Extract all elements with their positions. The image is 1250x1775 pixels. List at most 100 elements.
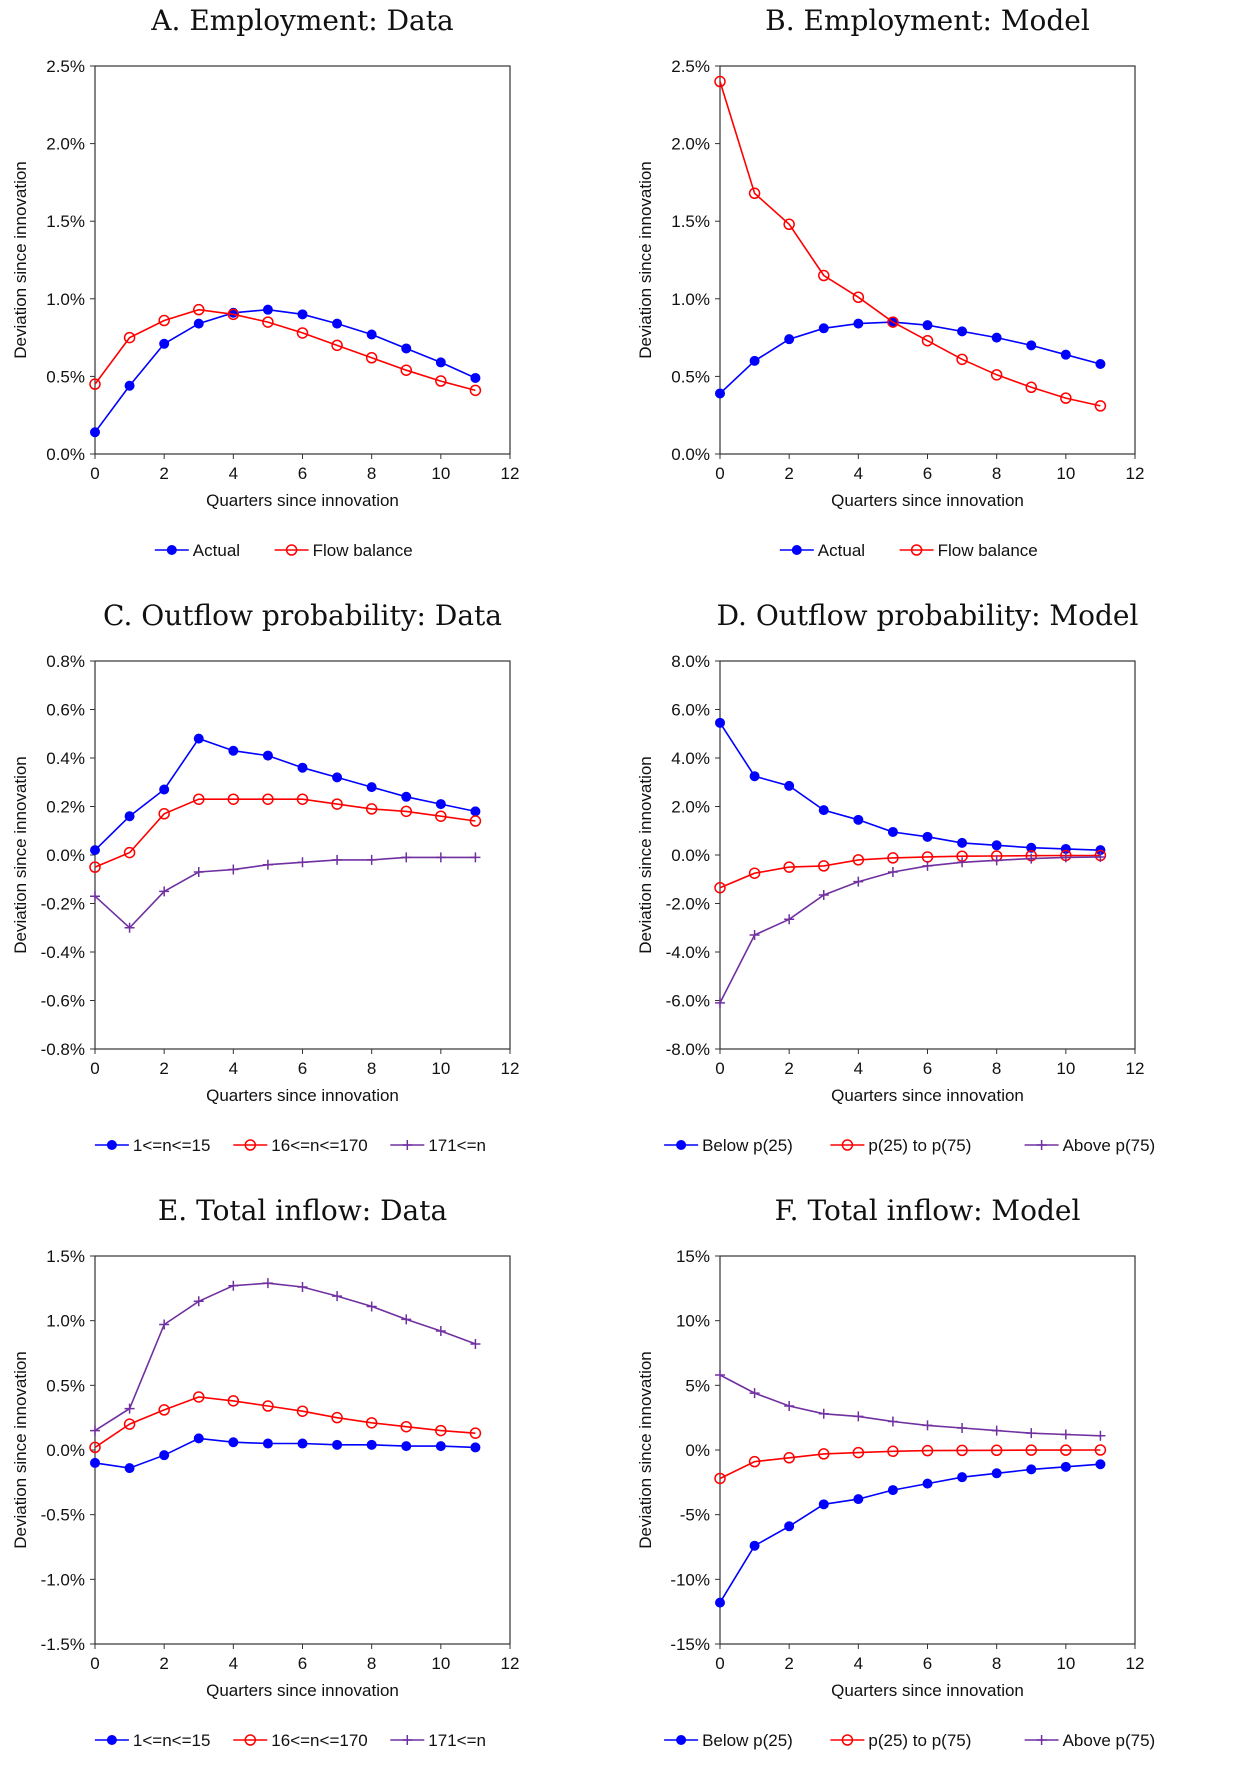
chart-b-series-1-point (784, 334, 795, 345)
chart-d-ytick-label: -4.0% (666, 943, 710, 962)
chart-c-ytick-label: 0.4% (46, 749, 85, 768)
chart-a-xtick-label: 2 (159, 464, 168, 483)
chart-a-legend-label: Flow balance (313, 541, 413, 560)
chart-a: A. Employment: Data 0.0% 0.5% 1.0% 1.5% 2.0% 2… (11, 4, 519, 560)
chart-f-series-2 (714, 1444, 1107, 1485)
chart-e-series-3-point (366, 1301, 377, 1312)
chart-c-title: C. Outflow probability: Data (103, 599, 502, 632)
chart-d-series-1-point (749, 771, 760, 782)
chart-b-plot-frame (719, 65, 1136, 455)
chart-f-title: F. Total inflow: Model (775, 1194, 1081, 1227)
chart-b-series-2-point (1060, 392, 1072, 404)
chart-d-series-1-point (922, 831, 933, 842)
chart-a-series-2-point (158, 314, 170, 327)
panel-d: D. Outflow probability: Model -8.0% -6.0% -… (625, 595, 1250, 1180)
chart-b-series-2-point (887, 316, 899, 328)
chart-b-series-2-point (990, 369, 1003, 381)
chart-d-xtick-label: 6 (923, 1059, 932, 1078)
chart-e-xtick-label: 4 (229, 1654, 238, 1673)
chart-f-xtick-label: 6 (923, 1654, 932, 1673)
chart-e-series-3-point (159, 1319, 170, 1330)
chart-f-series-2-point (887, 1445, 899, 1458)
chart-b-xtick-label: 2 (784, 464, 793, 483)
chart-b-series-1-point (957, 326, 968, 337)
chart-d-series-1-point (991, 840, 1002, 851)
chart-f-series-1 (715, 1459, 1106, 1608)
chart-f-legend: Below p(25) p(25) to p(75) Above p(75) (664, 1731, 1155, 1750)
chart-e-legend-label: 16<=n<=170 (271, 1731, 367, 1750)
chart-f-ytick-label: 5% (685, 1376, 710, 1395)
chart-d-xtick-label: 4 (854, 1059, 863, 1078)
chart-d-legend-label: p(25) to p(75) (868, 1136, 971, 1155)
chart-b-ytick-label: 1.5% (671, 212, 710, 231)
chart-c-series-1-point (228, 745, 239, 756)
chart-e-series-3-point (470, 1338, 481, 1349)
chart-e-ytick-label: -1.0% (41, 1570, 85, 1589)
chart-e-series-3-point (332, 1291, 343, 1302)
chart-a-series-1-point (435, 357, 446, 368)
chart-a-series-1-point (124, 380, 135, 391)
chart-e-legend-marker (402, 1735, 413, 1745)
chart-a-series-1-point (193, 318, 204, 329)
chart-b-xtick-label: 0 (715, 464, 724, 483)
chart-a-series-2-point (435, 375, 447, 387)
chart-c-series-3-point (297, 857, 308, 868)
chart-b-legend-marker (791, 545, 802, 555)
chart-d-xlabel: Quarters since innovation (831, 1086, 1024, 1105)
chart-d-series-3-point (853, 876, 864, 887)
chart-f-series-1-point (887, 1485, 898, 1496)
chart-c-series-1-point (366, 782, 377, 793)
panel-a: A. Employment: Data 0.0% 0.5% 1.0% 1.5% 2.0% 2… (0, 0, 625, 585)
chart-a-series-1-point (332, 318, 343, 329)
chart-f-series-1-point (749, 1540, 760, 1551)
chart-a-ytick-label: 1.5% (46, 212, 85, 231)
chart-f-xlabel: Quarters since innovation (831, 1681, 1024, 1700)
chart-a-xtick-label: 6 (298, 464, 307, 483)
chart-e-ytick-label: -1.5% (41, 1635, 85, 1654)
chart-e-series-3-point (262, 1278, 273, 1289)
chart-a-series-2-point (227, 308, 240, 321)
chart-e-series-2-point (331, 1411, 343, 1424)
chart-f-series-3-point (818, 1408, 829, 1419)
chart-c-series-1-point (470, 806, 481, 817)
chart-b-series-1 (715, 317, 1106, 399)
chart-f-series-2-point (1094, 1444, 1107, 1456)
chart-e-series-2-point (193, 1391, 205, 1403)
chart-c-series-3-point (90, 891, 100, 902)
chart-e-legend: 1<=n<=15 16<=n<=170 171<=n (94, 1731, 486, 1750)
chart-d-legend-marker (676, 1140, 687, 1150)
chart-a-series-2-point (469, 384, 482, 397)
chart-e-xtick-label: 10 (431, 1654, 450, 1673)
chart-e-legend-label: 171<=n (428, 1731, 486, 1750)
chart-b-series-2-point (714, 75, 726, 88)
chart-a-series-1-point (90, 427, 100, 438)
chart-a-series-2-point (365, 352, 378, 364)
chart-f-series-2-point (1025, 1444, 1037, 1456)
chart-c-xtick-label: 6 (298, 1059, 307, 1078)
chart-d-series-2-point (852, 854, 865, 866)
chart-e-ytick-label: 0.0% (46, 1441, 85, 1460)
chart-a-series-2-point (89, 378, 101, 390)
chart-f-ytick-label: 10% (676, 1312, 710, 1331)
chart-f-xtick-label: 0 (715, 1654, 724, 1673)
chart-e-series-1-point (193, 1433, 204, 1444)
chart-d-series-1 (715, 717, 1106, 856)
chart-a-xtick-label: 8 (367, 464, 376, 483)
chart-e-series-1-point (124, 1463, 135, 1474)
chart-e-legend-marker (106, 1735, 117, 1745)
chart-c-series-1-point (297, 762, 308, 773)
chart-b-xtick-label: 4 (854, 464, 863, 483)
chart-a-ytick-label: 0.0% (46, 445, 85, 464)
chart-d-series-2-point (748, 867, 761, 879)
chart-c-series-3-line (94, 856, 476, 929)
chart-c-xtick-label: 4 (229, 1059, 238, 1078)
chart-a-ytick-label: 0.5% (46, 367, 85, 386)
chart-d-series-3-point (1095, 851, 1106, 862)
chart-d-legend-label: Below p(25) (702, 1136, 793, 1155)
chart-d-series-3-point (818, 890, 829, 901)
chart-c-xtick-label: 12 (501, 1059, 520, 1078)
chart-a-series-1-point (262, 304, 273, 315)
chart-d-series-3-point (887, 866, 898, 877)
chart-e-series-1-point (262, 1438, 273, 1449)
chart-a-xtick-label: 10 (431, 464, 450, 483)
